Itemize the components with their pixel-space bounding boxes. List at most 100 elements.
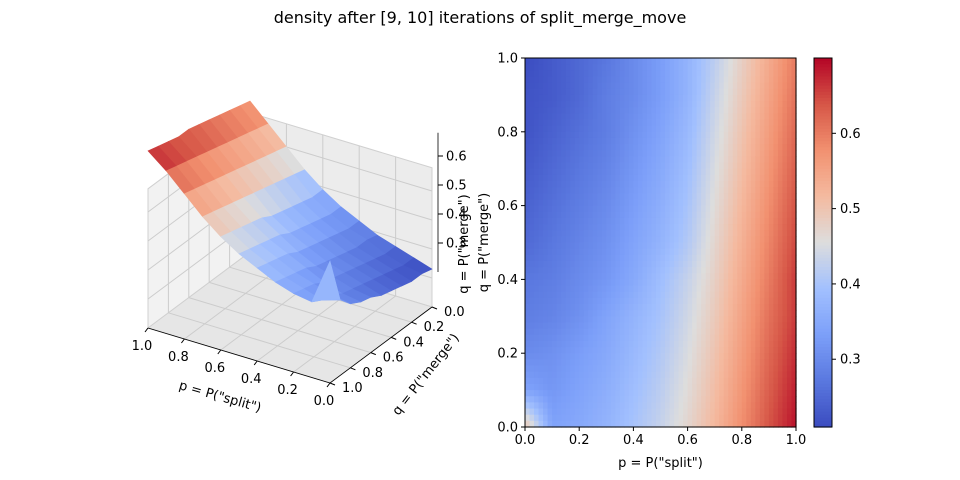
heatmap-cell (746, 101, 752, 108)
heatmap-cell (791, 101, 797, 108)
heatmap-cell (696, 402, 702, 410)
heatmap-cell (642, 181, 648, 188)
heatmap-cell (678, 217, 684, 225)
heatmap-cell (552, 402, 558, 410)
heatmap-cell (592, 365, 598, 373)
heatmap-cell (583, 137, 589, 145)
heatmap-cell (588, 58, 594, 65)
heatmap-cell (646, 420, 653, 428)
heatmap-cell (651, 340, 657, 348)
heatmap-cell (728, 150, 734, 157)
heatmap-cell (570, 359, 576, 367)
heatmap-cell (674, 377, 680, 385)
heatmap-cell (759, 150, 765, 157)
heatmap-cell (615, 242, 621, 250)
heatmap-cell (619, 402, 625, 410)
colorbar-segment (814, 91, 832, 96)
colorbar-segment (814, 224, 832, 228)
surface-q-tick (370, 352, 376, 356)
heatmap-cell (705, 211, 711, 219)
heatmap-cell (655, 310, 662, 317)
heatmap-cell (606, 230, 612, 237)
heatmap-cell (683, 267, 689, 274)
heatmap-cell (777, 267, 784, 274)
heatmap-cell (538, 402, 544, 410)
heatmap-cell (764, 414, 770, 422)
heatmap-cell (619, 248, 625, 256)
heatmap-cell (610, 383, 616, 391)
heatmap-cell (561, 181, 567, 188)
heatmap-cell (543, 88, 549, 96)
heatmap-cell (782, 383, 788, 391)
heatmap-cell (665, 211, 671, 219)
heatmap-cell (759, 322, 765, 330)
heatmap-cell (651, 316, 657, 324)
heatmap-cell (764, 377, 770, 385)
heatmap-cell (565, 101, 571, 108)
heatmap-cell (741, 340, 747, 348)
heatmap-cell (543, 396, 549, 403)
heatmap-cell (746, 174, 752, 182)
heatmap-cell (701, 199, 707, 207)
heatmap-cell (547, 150, 553, 157)
heatmap-cell (538, 236, 544, 244)
heatmap-cell (755, 144, 761, 151)
heatmap-cell (692, 125, 698, 133)
heatmap-cell (737, 322, 743, 330)
heatmap-cell (773, 76, 779, 84)
heatmap-cell (705, 137, 711, 145)
heatmap-cell (710, 119, 716, 127)
heatmap-cell (583, 150, 589, 157)
heatmap-cell (570, 107, 576, 114)
heatmap-cell (565, 383, 571, 391)
heatmap-cell (732, 82, 738, 90)
heatmap-cell (768, 168, 775, 176)
heatmap-cell (732, 254, 738, 262)
heatmap-cell (583, 285, 589, 293)
heatmap-cell (692, 340, 698, 348)
heatmap-cell (624, 125, 630, 133)
heatmap-cell (678, 150, 684, 157)
heatmap-cell (791, 242, 797, 250)
heatmap-cell (565, 144, 571, 151)
heatmap-cell (525, 396, 531, 403)
heatmap-cell (696, 383, 702, 391)
heatmap-cell (601, 420, 607, 428)
heatmap-cell (764, 353, 770, 360)
heatmap-cell (669, 414, 675, 422)
heatmap-cell (624, 267, 630, 274)
heatmap-cell (773, 285, 779, 293)
heatmap-cell (710, 304, 716, 311)
heatmap-cell (651, 365, 657, 373)
heatmap-cell (719, 101, 725, 108)
surface-q-tick-label: 0.0 (444, 305, 465, 320)
heatmap-cell (755, 119, 761, 127)
heatmap-cell (552, 168, 558, 176)
heatmap-cell (556, 322, 562, 330)
heatmap-cell (791, 310, 797, 317)
heatmap-cell (669, 310, 675, 317)
heatmap-cell (637, 58, 644, 65)
heatmap-cell (583, 248, 589, 256)
heatmap-cell (674, 420, 680, 428)
heatmap-cell (570, 310, 576, 317)
heatmap-cell (525, 297, 531, 305)
heatmap-cell (574, 420, 580, 428)
heatmap-cell (606, 260, 612, 268)
heatmap-cell (628, 285, 634, 293)
heatmap-cell (583, 420, 589, 428)
heatmap-cell (574, 353, 580, 360)
heatmap-cell (674, 291, 680, 299)
heatmap-cell (583, 414, 589, 422)
heatmap-cell (768, 199, 775, 207)
heatmap-cell (687, 383, 693, 391)
heatmap-cell (710, 359, 716, 367)
heatmap-cell (750, 279, 756, 287)
heatmap-cell (538, 414, 544, 422)
heatmap-cell (601, 174, 607, 182)
heatmap-cell (737, 101, 743, 108)
heatmap-cell (773, 58, 779, 65)
heatmap-cell (592, 408, 598, 416)
heatmap-cell (561, 224, 567, 231)
heatmap-cell (538, 254, 544, 262)
